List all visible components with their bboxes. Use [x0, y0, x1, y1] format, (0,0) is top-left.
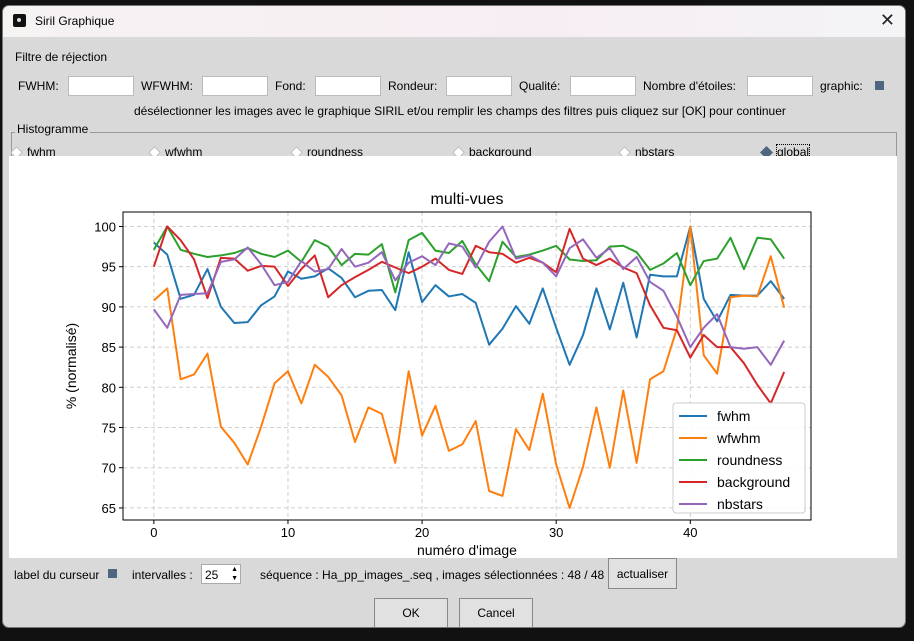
legend-box: [672, 402, 806, 514]
x-tick-label: 30: [549, 525, 563, 540]
legend-label-fwhm: fwhm: [717, 408, 750, 424]
nbstars-input[interactable]: [747, 76, 813, 96]
wfwhm-label: WFWHM:: [141, 79, 193, 93]
radio-roundness[interactable]: roundness: [290, 145, 364, 159]
intervals-value: 25: [205, 568, 219, 582]
background-label: Fond:: [275, 79, 306, 93]
radio-label: background: [469, 145, 532, 159]
instructions-text: désélectionner les images avec le graphi…: [134, 104, 786, 118]
series-line-nbstars: [153, 225, 786, 366]
filter-section-label: Filtre de réjection: [15, 50, 108, 64]
x-tick-label: 10: [281, 525, 295, 540]
background-input[interactable]: [315, 76, 381, 96]
x-tick-label: 40: [683, 525, 697, 540]
y-tick-label: 75: [102, 421, 116, 436]
wfwhm-input[interactable]: [202, 76, 268, 96]
series-line-roundness: [152, 225, 785, 294]
y-tick-label: 85: [102, 340, 116, 355]
y-axis-label: % (normalisé): [63, 323, 79, 409]
roundness-input[interactable]: [446, 76, 512, 96]
spin-up-icon[interactable]: ▲: [231, 566, 238, 573]
series-line-background: [152, 225, 786, 405]
fwhm-label: FWHM:: [18, 79, 59, 93]
multi-view-chart[interactable]: 0 10 20 30 40 65 70 75 80 85 90 95 100 multi-vues numé…: [9, 156, 897, 558]
cancel-button[interactable]: Cancel: [459, 598, 533, 627]
radio-label: fwhm: [27, 145, 56, 159]
window-title: Siril Graphique: [35, 14, 115, 28]
series-line-wfwhm: [153, 225, 786, 509]
x-tick-label: 20: [415, 525, 429, 540]
fwhm-input[interactable]: [68, 76, 134, 96]
radio-label: wfwhm: [165, 145, 203, 159]
y-tick-label: 100: [94, 219, 116, 234]
quality-input[interactable]: [570, 76, 636, 96]
y-tick-label: 80: [102, 380, 116, 395]
legend-label-nbstars: nbstars: [717, 496, 763, 512]
graphic-checkbox[interactable]: [875, 81, 884, 90]
graphic-label: graphic:: [820, 79, 863, 93]
close-icon[interactable]: ✕: [879, 10, 895, 30]
radio-global[interactable]: global: [760, 144, 811, 160]
radio-fwhm[interactable]: fwhm: [10, 145, 56, 159]
refresh-button[interactable]: actualiser: [608, 558, 677, 589]
legend-label-roundness: roundness: [717, 452, 782, 468]
title-bar: Siril Graphique ✕: [3, 6, 905, 37]
y-tick-label: 65: [102, 501, 116, 516]
y-tick-label: 95: [102, 260, 116, 275]
ok-button[interactable]: OK: [374, 598, 448, 627]
x-axis-label: numéro d'image: [417, 542, 517, 558]
radio-label: global: [775, 144, 811, 160]
histogram-label: Histogramme: [15, 122, 91, 136]
plot-frame: [122, 211, 812, 521]
radio-label: roundness: [307, 145, 364, 159]
siril-graph-window: Siril Graphique ✕ Filtre de réjection FW…: [2, 5, 906, 628]
legend-label-background: background: [717, 474, 790, 490]
y-tick-label: 90: [102, 300, 116, 315]
y-tick-label: 70: [102, 461, 116, 476]
intervals-label: intervalles :: [132, 568, 193, 582]
radio-label: nbstars: [635, 145, 675, 159]
radio-background[interactable]: background: [452, 145, 532, 159]
app-icon: [13, 14, 26, 27]
spin-down-icon[interactable]: ▼: [231, 575, 238, 582]
radio-nbstars[interactable]: nbstars: [618, 145, 675, 159]
radio-wfwhm[interactable]: wfwhm: [148, 145, 203, 159]
series-line-fwhm: [153, 225, 785, 366]
cursor-label: label du curseur: [14, 568, 100, 582]
cursor-label-checkbox[interactable]: [108, 569, 117, 578]
chart-area[interactable]: 0 10 20 30 40 65 70 75 80 85 90 95 100 multi-vues numé…: [9, 156, 897, 558]
roundness-label: Rondeur:: [388, 79, 438, 93]
nbstars-label: Nombre d'étoiles:: [643, 79, 736, 93]
x-tick-label: 0: [150, 525, 157, 540]
chart-title: multi-vues: [431, 191, 504, 208]
legend-label-wfwhm: wfwhm: [716, 430, 761, 446]
quality-label: Qualité:: [519, 79, 561, 93]
sequence-info: séquence : Ha_pp_images_.seq , images sé…: [260, 568, 605, 582]
intervals-spinbox[interactable]: 25 ▲ ▼: [201, 564, 241, 584]
